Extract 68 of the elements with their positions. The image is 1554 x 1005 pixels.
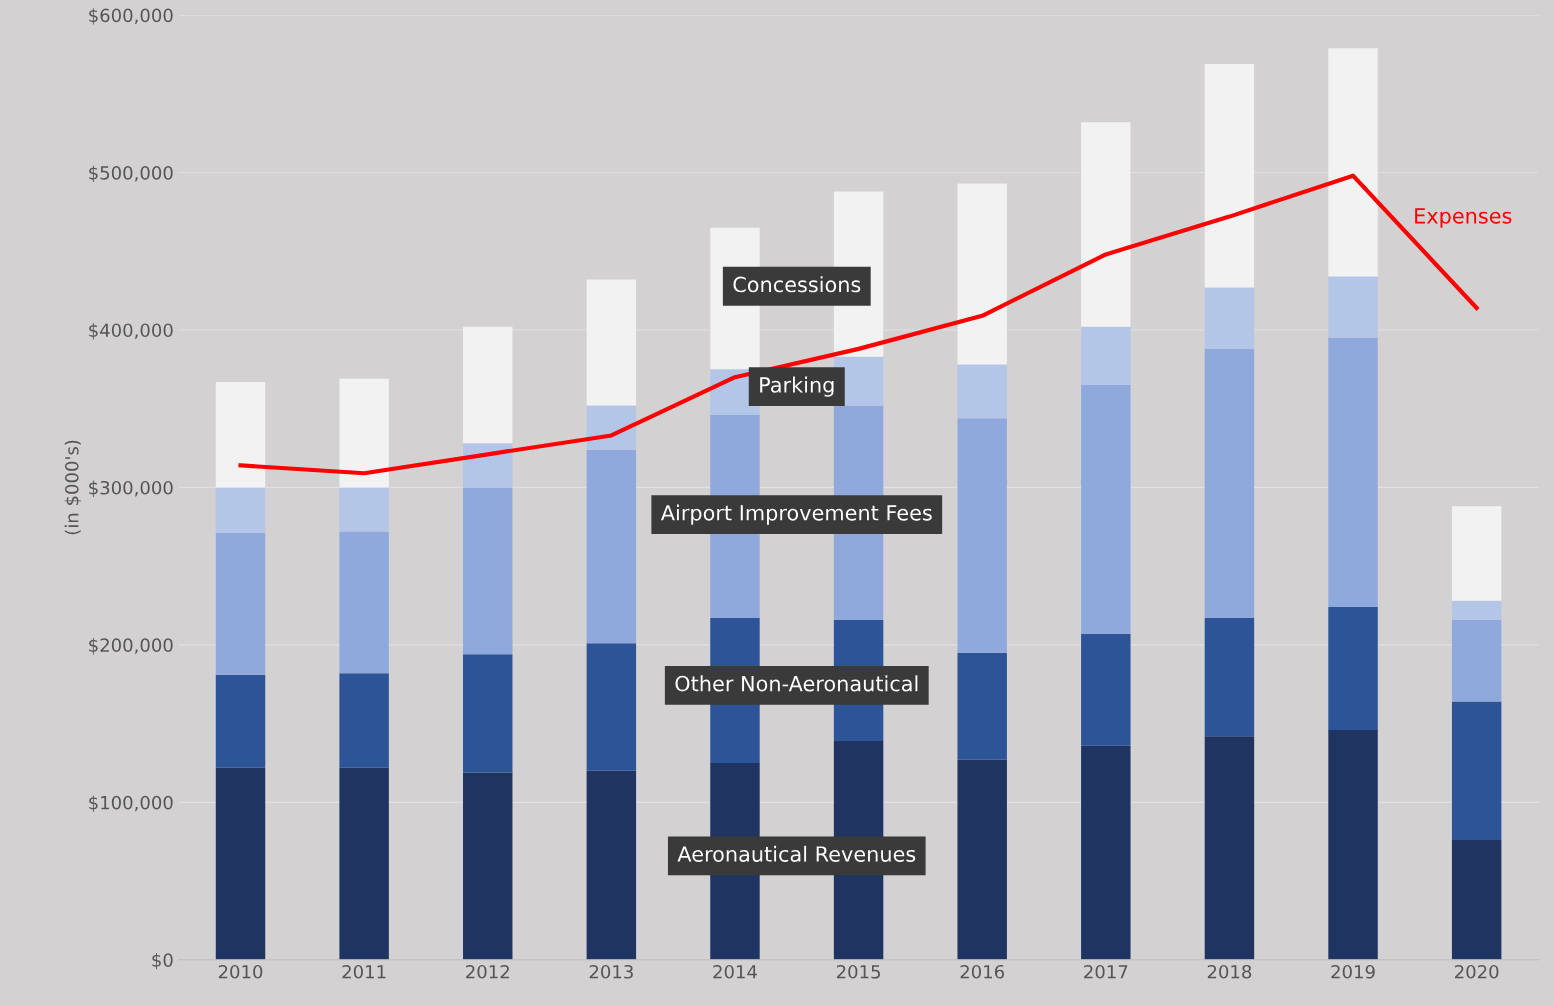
bar xyxy=(586,770,637,960)
bar xyxy=(215,533,266,675)
x-tick-label: 2015 xyxy=(836,964,880,979)
y-tick-label: $100,000 xyxy=(89,795,173,812)
bar xyxy=(215,767,266,960)
bar xyxy=(957,652,1007,760)
bar xyxy=(215,487,266,534)
series-label: Concessions xyxy=(733,276,861,293)
bar xyxy=(586,279,637,406)
bar xyxy=(957,759,1007,960)
y-tick-label: $300,000 xyxy=(89,480,173,497)
bar xyxy=(1204,736,1255,960)
y-axis-title: (in $000's) xyxy=(64,440,82,535)
bar xyxy=(339,531,389,674)
bar xyxy=(1328,276,1378,338)
y-tick-label: $0 xyxy=(152,952,173,970)
x-tick-label: 2011 xyxy=(342,964,386,979)
y-tick-label: $600,000 xyxy=(89,8,173,25)
x-tick-label: 2017 xyxy=(1084,964,1128,979)
bar xyxy=(1081,633,1131,746)
bar xyxy=(1451,840,1502,960)
series-label: Other Non-Aeronautical xyxy=(675,675,918,692)
bar xyxy=(586,643,637,771)
bar xyxy=(339,767,389,960)
bar xyxy=(1204,63,1255,288)
bar xyxy=(1451,506,1502,601)
bar xyxy=(1204,618,1255,737)
series-label: Parking xyxy=(760,376,834,397)
series-label: Airport Improvement Fees xyxy=(660,504,932,525)
bar xyxy=(1328,48,1378,277)
bar xyxy=(1081,326,1131,386)
x-tick-label: 2012 xyxy=(466,964,509,979)
bar xyxy=(1451,619,1502,702)
bar xyxy=(463,772,513,960)
bar xyxy=(463,326,513,444)
bar xyxy=(463,487,513,655)
y-tick-label: $500,000 xyxy=(89,165,173,183)
bar xyxy=(1451,600,1502,620)
x-tick-label: 2014 xyxy=(713,964,757,979)
x-tick-label: 2020 xyxy=(1455,964,1499,979)
bar xyxy=(463,654,513,773)
bar xyxy=(1328,729,1378,960)
x-tick-label: 2018 xyxy=(1207,964,1252,979)
bar xyxy=(586,449,637,644)
bar xyxy=(215,381,266,488)
series-label: Aeronautical Revenues xyxy=(677,845,916,862)
bar xyxy=(957,183,1007,365)
bar xyxy=(1204,287,1255,349)
x-tick-label: 2019 xyxy=(1331,964,1375,979)
bar xyxy=(957,418,1007,653)
bar xyxy=(1328,607,1378,730)
bar xyxy=(1451,701,1502,841)
bar xyxy=(339,487,389,532)
x-tick-label: 2016 xyxy=(960,964,1005,979)
bar xyxy=(957,364,1007,419)
bar xyxy=(1081,745,1131,960)
y-tick-label: $200,000 xyxy=(89,638,173,655)
bar xyxy=(339,673,389,768)
bar xyxy=(1081,385,1131,634)
x-tick-label: 2013 xyxy=(589,964,633,979)
bar xyxy=(1081,122,1131,327)
y-tick-label: $400,000 xyxy=(89,323,173,340)
series-label: Expenses xyxy=(1415,208,1512,228)
bar xyxy=(1204,348,1255,619)
x-tick-label: 2010 xyxy=(218,964,263,979)
bar xyxy=(1328,337,1378,608)
bar xyxy=(339,378,389,488)
bar xyxy=(215,674,266,768)
